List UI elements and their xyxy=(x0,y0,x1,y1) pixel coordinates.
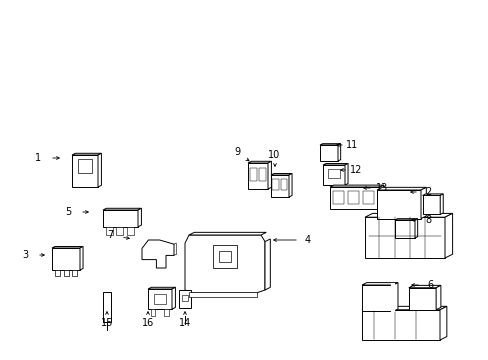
Polygon shape xyxy=(435,285,440,310)
Polygon shape xyxy=(364,213,452,217)
Text: 1: 1 xyxy=(35,153,41,163)
Polygon shape xyxy=(337,144,340,161)
Polygon shape xyxy=(103,208,141,210)
Text: 12: 12 xyxy=(349,165,362,175)
Polygon shape xyxy=(80,247,83,270)
Text: 16: 16 xyxy=(142,318,154,328)
Polygon shape xyxy=(422,194,442,195)
Bar xyxy=(219,251,230,262)
Polygon shape xyxy=(319,144,340,145)
Text: 4: 4 xyxy=(305,235,310,245)
Polygon shape xyxy=(172,287,175,309)
Polygon shape xyxy=(439,194,442,215)
Bar xyxy=(55,270,61,276)
Polygon shape xyxy=(439,306,446,340)
Text: 5: 5 xyxy=(65,207,71,217)
Polygon shape xyxy=(329,185,383,187)
Polygon shape xyxy=(379,185,383,209)
Polygon shape xyxy=(72,153,101,155)
Bar xyxy=(103,210,138,227)
Bar xyxy=(148,289,172,309)
Polygon shape xyxy=(345,163,347,185)
Text: 14: 14 xyxy=(179,318,191,328)
Polygon shape xyxy=(323,163,347,165)
Bar xyxy=(319,145,337,161)
Bar xyxy=(323,165,345,185)
Text: 8: 8 xyxy=(424,215,430,225)
Polygon shape xyxy=(288,174,291,197)
Bar xyxy=(364,217,444,258)
Polygon shape xyxy=(392,283,397,311)
Bar xyxy=(361,310,439,340)
Polygon shape xyxy=(361,306,446,310)
Bar xyxy=(63,270,69,276)
Polygon shape xyxy=(52,247,83,248)
Text: 3: 3 xyxy=(22,250,28,260)
Text: 10: 10 xyxy=(267,150,280,160)
Bar xyxy=(182,295,188,301)
Bar xyxy=(72,155,98,187)
Polygon shape xyxy=(189,232,266,235)
Polygon shape xyxy=(142,240,174,268)
Bar xyxy=(327,169,339,178)
Polygon shape xyxy=(98,153,101,187)
Bar xyxy=(126,227,134,235)
Bar xyxy=(422,195,439,215)
Bar xyxy=(258,168,265,181)
Text: 11: 11 xyxy=(345,140,357,150)
Polygon shape xyxy=(270,174,291,175)
Bar xyxy=(272,179,278,190)
Polygon shape xyxy=(184,235,264,293)
Bar xyxy=(52,248,80,270)
Polygon shape xyxy=(394,219,417,220)
Polygon shape xyxy=(264,239,270,290)
Bar xyxy=(394,220,414,238)
Bar xyxy=(105,227,113,235)
Bar xyxy=(247,163,267,189)
Bar xyxy=(332,192,343,203)
Polygon shape xyxy=(267,161,271,189)
Text: 9: 9 xyxy=(233,147,240,157)
Bar xyxy=(151,309,155,316)
Polygon shape xyxy=(148,287,175,289)
Bar xyxy=(213,245,237,268)
Text: 7: 7 xyxy=(107,230,113,240)
Polygon shape xyxy=(408,285,440,288)
Bar xyxy=(153,294,166,304)
Text: 2: 2 xyxy=(424,187,430,197)
Bar xyxy=(72,270,77,276)
Polygon shape xyxy=(444,213,452,258)
Polygon shape xyxy=(420,187,426,219)
Bar xyxy=(78,159,92,173)
Bar xyxy=(270,175,288,197)
Polygon shape xyxy=(376,187,426,190)
Polygon shape xyxy=(247,161,271,163)
Bar xyxy=(249,168,256,181)
Bar xyxy=(116,227,123,235)
Bar xyxy=(329,187,379,209)
Text: 6: 6 xyxy=(426,280,432,290)
Polygon shape xyxy=(138,208,141,227)
Bar xyxy=(189,292,257,297)
Polygon shape xyxy=(361,283,397,285)
Bar xyxy=(376,190,420,219)
Text: 15: 15 xyxy=(101,318,113,328)
Bar xyxy=(164,309,168,316)
Polygon shape xyxy=(414,219,417,238)
Text: 13: 13 xyxy=(375,183,387,193)
Bar xyxy=(408,288,435,310)
Bar xyxy=(103,292,111,322)
Bar xyxy=(280,179,286,190)
Bar xyxy=(361,285,392,311)
Bar xyxy=(347,192,358,203)
Bar xyxy=(179,290,191,308)
Bar xyxy=(362,192,373,203)
